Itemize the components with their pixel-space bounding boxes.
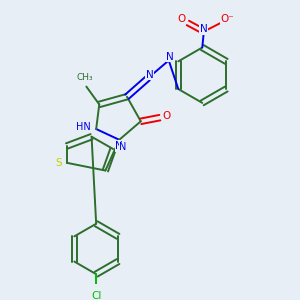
Text: O: O [178,14,186,24]
Text: N: N [119,142,127,152]
Text: S: S [55,158,62,168]
Text: HN: HN [76,122,91,133]
Text: CH₃: CH₃ [76,74,93,82]
Text: N: N [167,52,174,62]
Text: N: N [116,141,123,151]
Text: O⁻: O⁻ [220,14,234,24]
Text: O: O [163,111,171,121]
Text: Cl: Cl [91,291,101,300]
Text: N: N [146,70,153,80]
Text: N: N [200,24,208,34]
